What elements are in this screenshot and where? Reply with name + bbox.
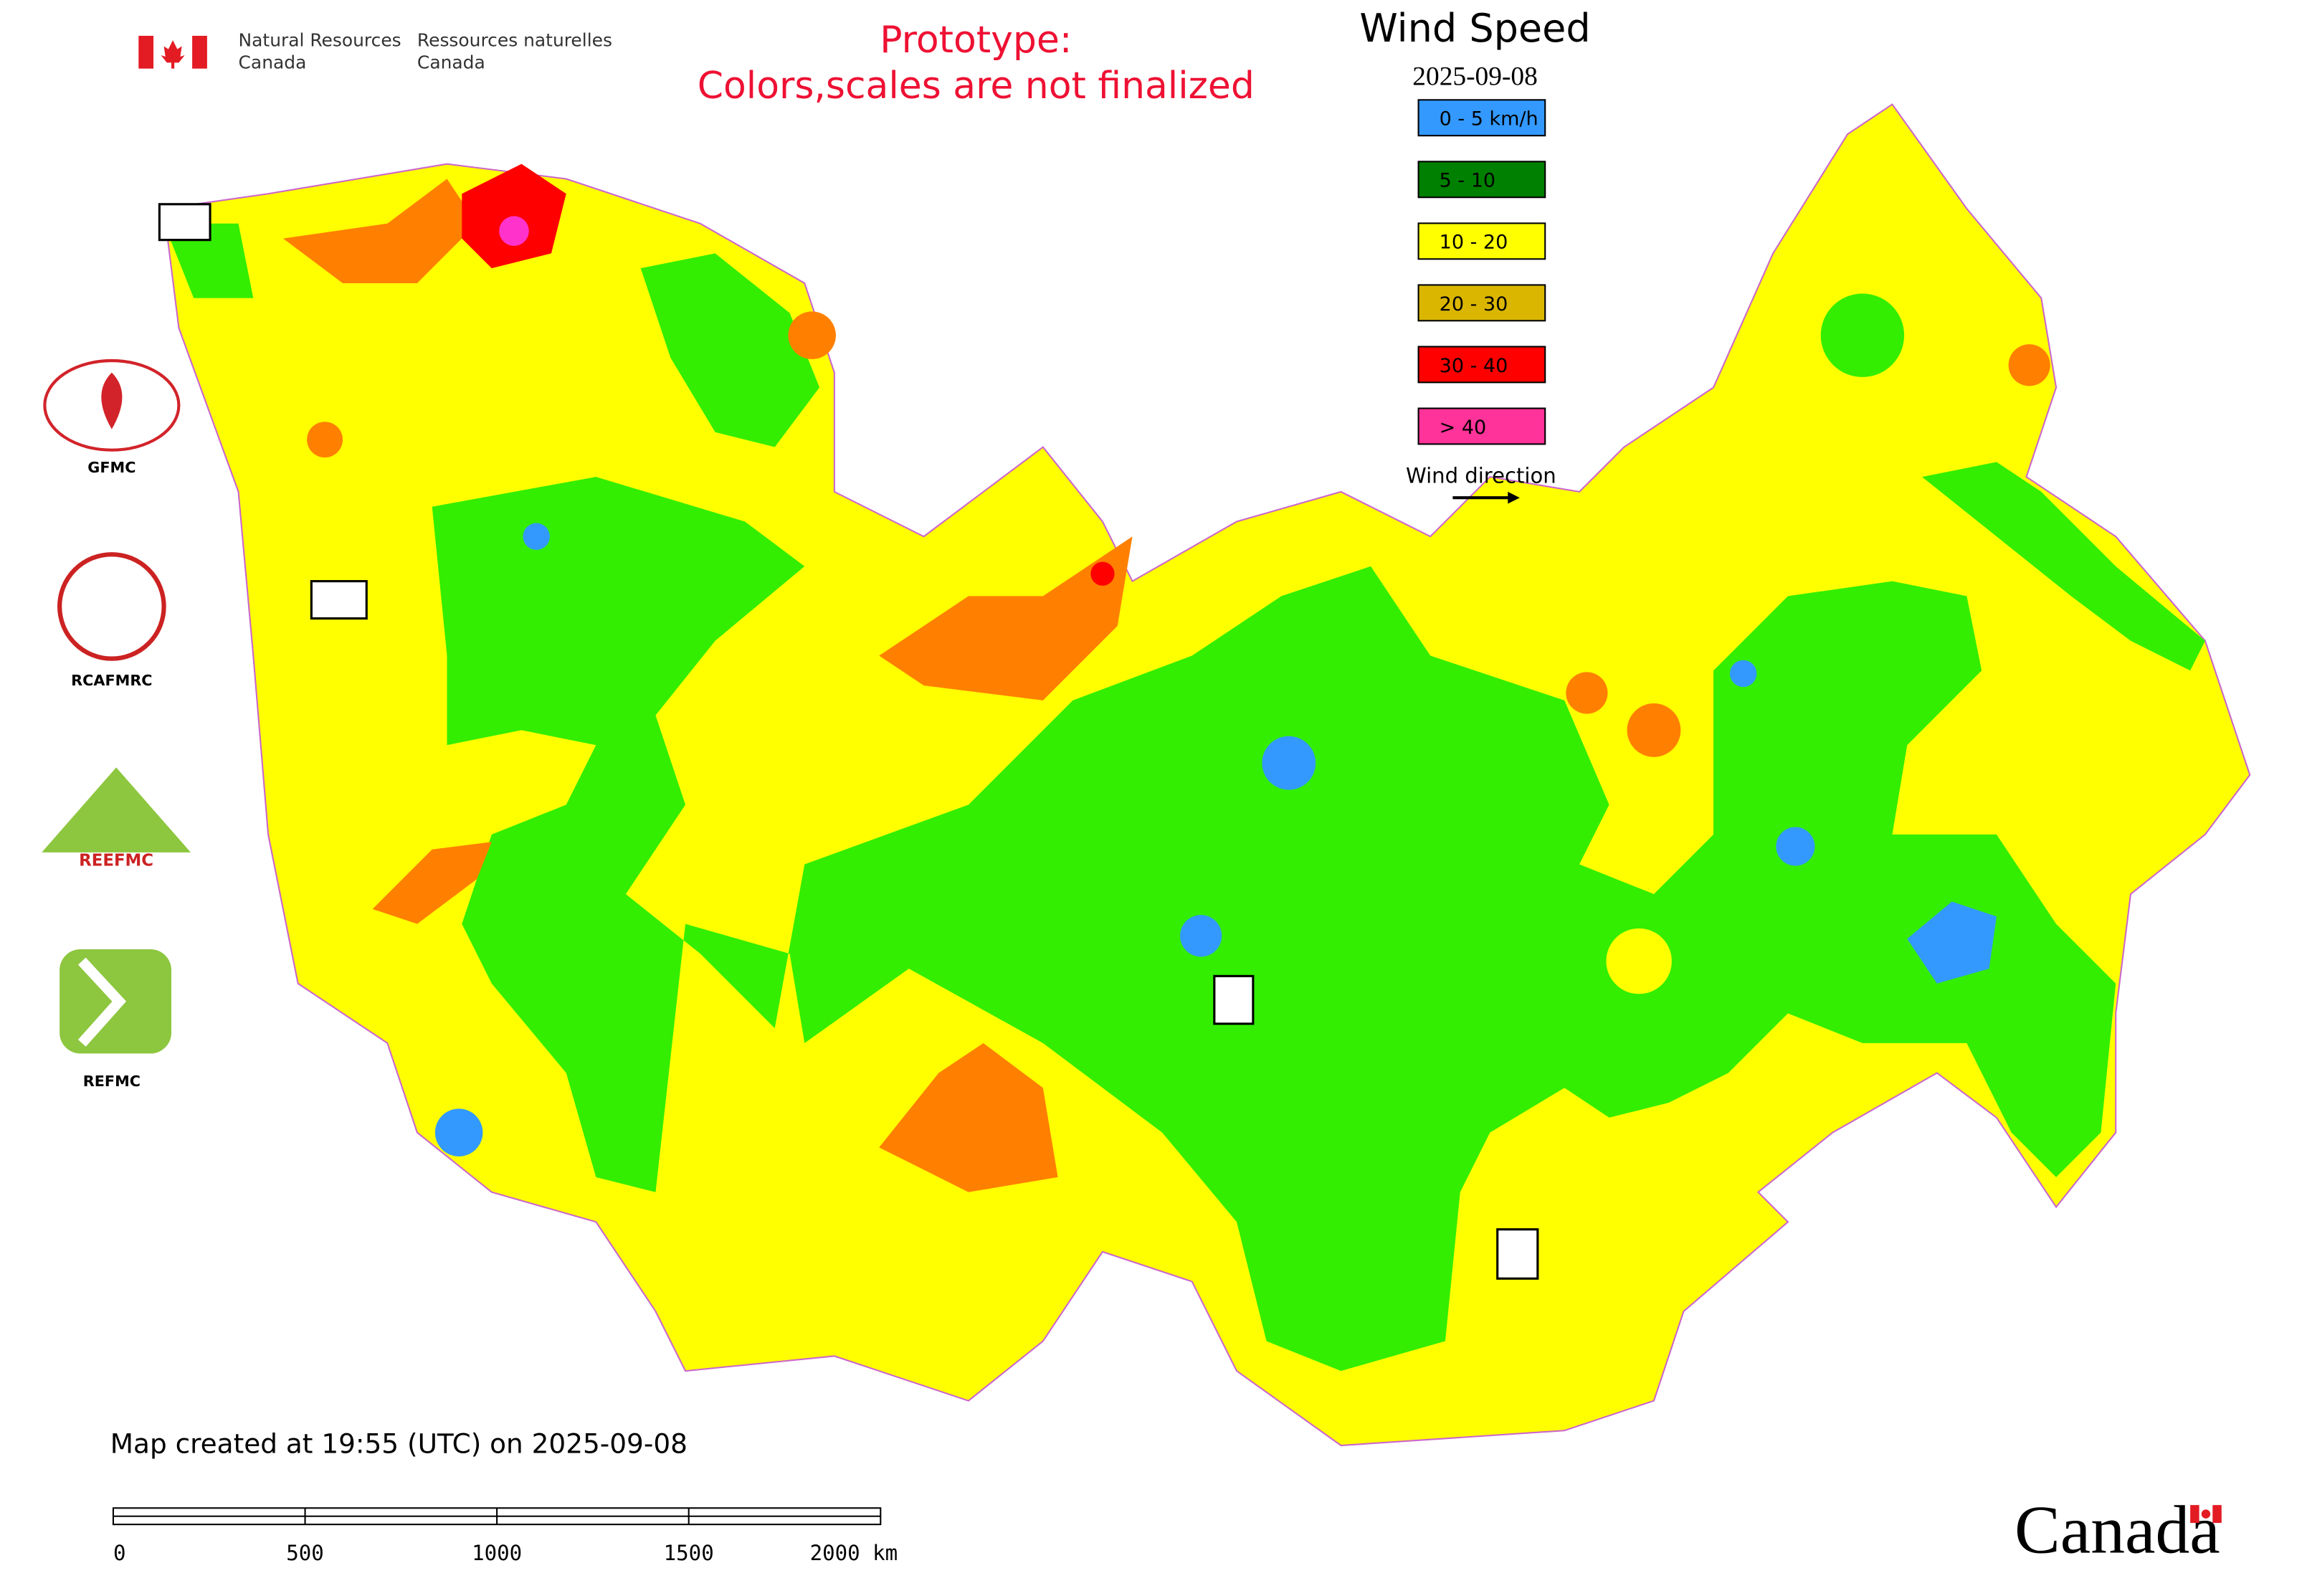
gfmc-logo (43, 358, 181, 452)
area-20-30 (879, 1042, 1058, 1192)
area-20-30 (1566, 672, 1608, 714)
area-0-5 (1907, 901, 1997, 984)
scale-bar: 0 500 1000 1500 2000 km (112, 1507, 898, 1565)
area-20-30 (372, 842, 492, 924)
reefmc-text: REEFMC (79, 852, 153, 870)
area-0-5 (1180, 915, 1222, 957)
logos: GFMC RCAFMRC REEFMC REFMC (42, 358, 191, 1090)
area-20-30 (2008, 344, 2050, 386)
land-5-10 (432, 477, 2116, 1372)
legend-swatch (1417, 407, 1546, 445)
scale-label: 1000 (472, 1541, 522, 1565)
area-20-30 (307, 422, 343, 458)
refmc-mark (77, 957, 127, 1047)
area-0-5 (434, 1108, 483, 1156)
scale-label: 0 (113, 1541, 126, 1565)
canada-wordmark: Canada (2015, 1492, 2220, 1568)
government-banner: Natural Resources Canada Ressources natu… (138, 29, 612, 73)
area-20-30 (1627, 703, 1681, 757)
maple-leaf (2201, 1509, 2211, 1519)
scale-label: 500 (286, 1541, 324, 1565)
area-0-5 (523, 523, 550, 550)
reefmc-logo (42, 767, 191, 852)
legend-date: 2025-09-08 (1412, 62, 1537, 92)
legend-label: 0 - 5 km/h (1440, 108, 1538, 130)
legend-label: 5 - 10 (1440, 170, 1495, 192)
legend-swatch (1417, 161, 1546, 199)
scale-label: 1500 (664, 1541, 714, 1565)
flag-bar (192, 35, 207, 69)
land-5-10 (1922, 462, 2205, 671)
prototype-notice: Prototype: (880, 19, 1072, 62)
land-5-10 (163, 223, 254, 298)
legend-swatch (1417, 284, 1546, 322)
marker (1213, 974, 1255, 1025)
legend-label: > 40 (1440, 417, 1487, 439)
legend-label: 10 - 20 (1440, 232, 1508, 254)
flag-bar (2212, 1505, 2222, 1524)
gfmc-flame (101, 372, 123, 429)
prototype-notice: Colors,scales are not finalized (698, 65, 1255, 108)
maple-leaf (161, 40, 185, 69)
legend-title: Wind Speed (1359, 6, 1590, 51)
rcafmrc-logo (57, 552, 166, 661)
area-0-5 (1776, 827, 1815, 866)
area-20-30 (788, 311, 836, 359)
area-0-5 (1729, 660, 1757, 688)
legend-swatch (1417, 99, 1546, 137)
area-over-40 (499, 216, 529, 246)
logo-label: REFMC (83, 1073, 141, 1090)
dept-en: Canada (239, 52, 307, 73)
land-5-10 (640, 253, 820, 447)
area-20-30 (282, 179, 477, 283)
legend: Wind Speed 2025-09-08 Wind direction 0 -… (1359, 6, 1591, 504)
area-10-20 (1606, 928, 1672, 994)
dept-en: Natural Resources (239, 29, 401, 50)
dept-fr: Canada (417, 52, 485, 73)
wind-map (163, 103, 2251, 1447)
wordmark-flag (2190, 1505, 2222, 1524)
created-note: Map created at 19:55 (UTC) on 2025-09-08 (110, 1428, 688, 1459)
legend-swatch (1417, 346, 1546, 384)
area-30-40 (1090, 561, 1115, 586)
scale-label: 2000 km (810, 1541, 898, 1565)
logo-label: GFMC (87, 459, 135, 476)
marker (310, 580, 368, 620)
flag-bar (2190, 1505, 2199, 1524)
legend-label: 20 - 30 (1440, 293, 1508, 315)
marker (158, 203, 211, 242)
flag-bar (138, 35, 154, 69)
marker (1496, 1228, 1539, 1280)
map-markers (158, 203, 1539, 1280)
legend-swatch (1417, 222, 1546, 260)
dept-fr: Ressources naturelles (417, 29, 612, 50)
area-5-10 (1820, 293, 1905, 377)
wind-direction-label: Wind direction (1406, 463, 1556, 488)
area-20-30 (879, 536, 1133, 700)
logo-label: RCAFMRC (71, 672, 152, 689)
wind-arrow-head (1508, 491, 1520, 504)
legend-label: 30 - 40 (1440, 355, 1508, 377)
area-0-5 (1262, 736, 1316, 790)
